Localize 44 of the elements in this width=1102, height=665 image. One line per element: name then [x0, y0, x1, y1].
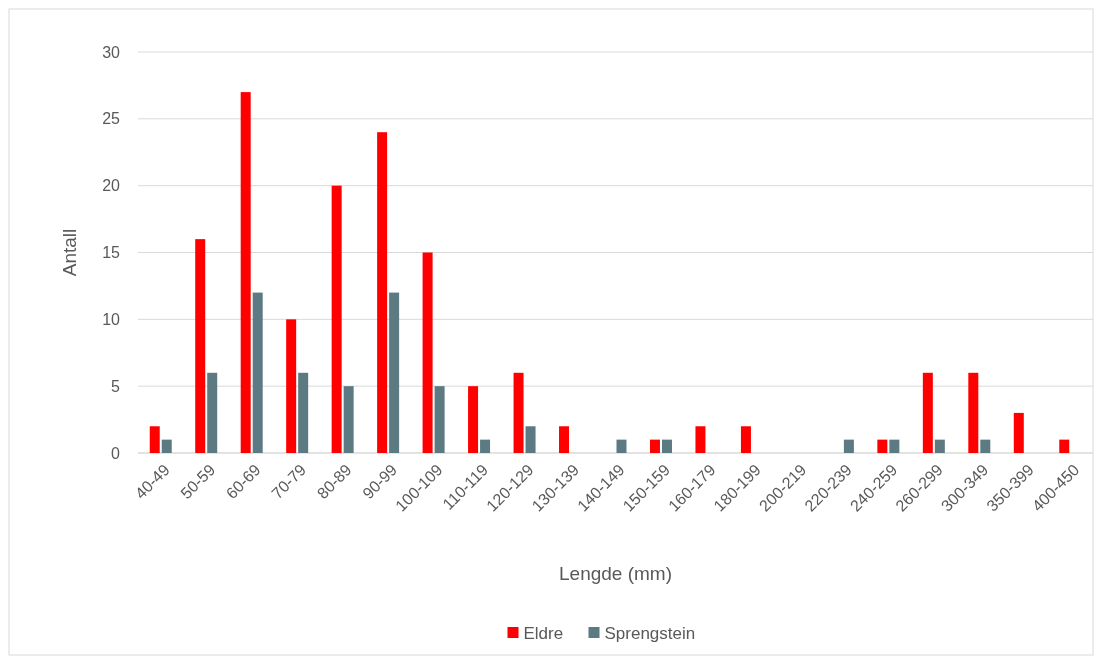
bar [422, 252, 433, 453]
bar [740, 426, 751, 453]
bar [331, 185, 342, 453]
bar [286, 319, 297, 453]
bar [1013, 412, 1024, 453]
bar [377, 132, 388, 453]
bar [934, 439, 945, 453]
bar [468, 386, 479, 453]
y-tick-label: 15 [102, 244, 121, 262]
bar [240, 92, 251, 453]
bar [525, 426, 536, 453]
bar [922, 372, 933, 453]
bar [877, 439, 888, 453]
bar [559, 426, 570, 453]
bar [1059, 439, 1070, 453]
bar [434, 386, 445, 453]
bar [480, 439, 491, 453]
bar [298, 372, 309, 453]
legend-label: Eldre [523, 623, 564, 643]
bar [649, 439, 660, 453]
y-tick-label: 5 [111, 377, 121, 395]
y-tick-label: 30 [102, 43, 121, 61]
y-tick-label: 25 [102, 110, 121, 128]
legend-label: Sprengstein [604, 623, 696, 643]
bar [843, 439, 854, 453]
bar [389, 292, 400, 453]
y-tick-label: 20 [102, 177, 121, 195]
x-axis-title: Lengde (mm) [559, 563, 672, 584]
bar [889, 439, 900, 453]
bar [149, 426, 160, 453]
bar [252, 292, 263, 453]
bar [661, 439, 672, 453]
y-axis-title: Antall [59, 228, 80, 277]
bar [343, 386, 354, 453]
bar [616, 439, 627, 453]
bar [980, 439, 991, 453]
bar [968, 372, 979, 453]
bar [207, 372, 218, 453]
y-tick-label: 0 [111, 444, 121, 462]
bar [195, 239, 206, 453]
bar [161, 439, 172, 453]
y-tick-label: 10 [102, 310, 121, 328]
bar [513, 372, 524, 453]
bar [695, 426, 706, 453]
